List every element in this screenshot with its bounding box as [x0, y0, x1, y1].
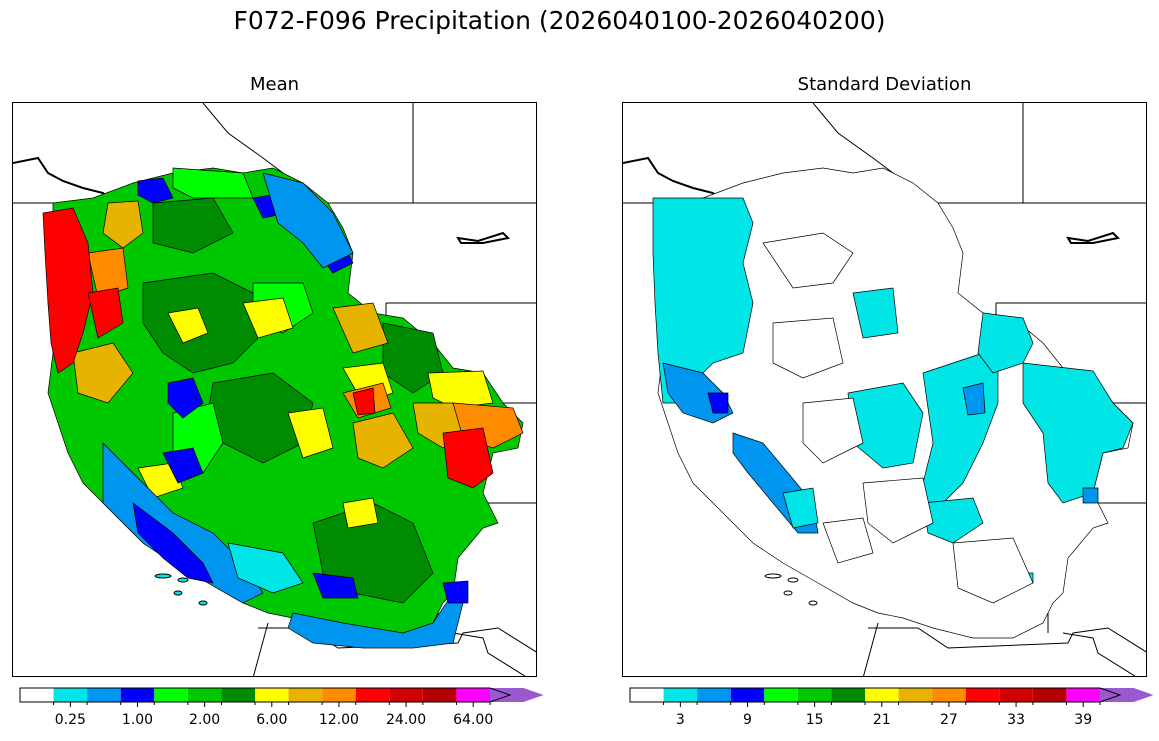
- colorbar-swatch: [87, 688, 121, 702]
- colorbar-swatch: [697, 688, 731, 702]
- colorbar-swatch: [154, 688, 188, 702]
- colorbar-tick-label: 33: [1007, 712, 1025, 728]
- coastline-north: [13, 156, 114, 204]
- colorbar-outline: [19, 687, 512, 703]
- colorbar-tick-label: 9: [743, 712, 752, 728]
- colorbar-tick-label: 0.25: [55, 712, 86, 728]
- colorbar-tick-label: 3: [676, 712, 685, 728]
- colorbar-tick-label: 12.00: [319, 712, 359, 728]
- colorbar-ticks: 0.25 1.00 2.00 6.00 12.00 24.00 64.00: [53, 702, 493, 728]
- channel-islands: [154, 573, 208, 606]
- colorbar-swatch: [663, 688, 698, 702]
- colorbar-swatch: [221, 688, 255, 702]
- colorbar-swatch: [322, 688, 356, 702]
- colorbar-swatch: [797, 688, 832, 702]
- lake-michigan-shape: [1066, 231, 1121, 244]
- colorbar-swatch: [120, 688, 155, 702]
- lake-michigan-shape: [456, 231, 511, 244]
- colorbar-tick-label: 39: [1074, 712, 1092, 728]
- colorbar-tick-label: 21: [873, 712, 891, 728]
- colorbar-swatch: [1066, 688, 1100, 702]
- colorbar-swatch: [999, 688, 1033, 702]
- colorbar-outline: [629, 687, 1122, 703]
- colorbar-swatch: [456, 688, 490, 702]
- colorbar-swatch: [865, 688, 899, 702]
- colorbar-tick-label: 1.00: [122, 712, 153, 728]
- colorbar-swatch: [831, 688, 865, 702]
- colorbar-swatch: [20, 688, 54, 702]
- colorbar-swatch: [355, 688, 390, 702]
- colorbar-swatch: [187, 688, 222, 702]
- colorbar-swatch: [630, 688, 664, 702]
- colorbar-swatch: [422, 688, 457, 702]
- colorbar-tick-label: 6.00: [256, 712, 287, 728]
- colorbar-tick-label: 64.00: [453, 712, 493, 728]
- figure-title: F072-F096 Precipitation (2026040100-2026…: [233, 6, 886, 35]
- channel-islands: [764, 573, 818, 606]
- colorbar-swatch: [1032, 688, 1067, 702]
- colorbar-tick-label: 27: [940, 712, 958, 728]
- colorbar-swatch: [898, 688, 933, 702]
- colorbar-swatch: [730, 688, 765, 702]
- colorbar-mean: 0.25 1.00 2.00 6.00 12.00 24.00 64.00: [19, 687, 544, 728]
- colorbar-stddev: 3 9 15 21 27 33 39: [629, 687, 1154, 728]
- map-mean: [12, 102, 537, 677]
- colorbar-swatch: [255, 688, 289, 702]
- colorbar-swatches: [629, 687, 1154, 703]
- colorbar-swatch: [288, 688, 323, 702]
- colorbar-swatch: [764, 688, 798, 702]
- map-mean-svg: [13, 103, 536, 676]
- colorbar-tick-label: 2.00: [189, 712, 220, 728]
- panel-title-mean: Mean: [249, 74, 300, 95]
- colorbar-mean-svg: 0.25 1.00 2.00 6.00 12.00 24.00 64.00: [19, 687, 544, 728]
- stddev-field: [652, 167, 1134, 639]
- colorbar-swatches: [19, 687, 544, 703]
- colorbar-swatch: [1100, 688, 1154, 702]
- colorbar-swatch: [490, 688, 544, 702]
- mean-field: [42, 167, 524, 649]
- colorbar-swatch: [965, 688, 1000, 702]
- colorbar-stddev-svg: 3 9 15 21 27 33 39: [629, 687, 1154, 728]
- colorbar-swatch: [53, 688, 88, 702]
- map-stddev-svg: [623, 103, 1146, 676]
- map-stddev: [622, 102, 1147, 677]
- colorbar-swatch: [389, 688, 423, 702]
- colorbar-ticks: 3 9 15 21 27 33 39: [663, 702, 1101, 728]
- panel-title-stddev: Standard Deviation: [797, 74, 972, 95]
- colorbar-swatch: [932, 688, 966, 702]
- colorbar-tick-label: 15: [806, 712, 824, 728]
- colorbar-tick-label: 24.00: [386, 712, 426, 728]
- coastline-north: [623, 156, 724, 204]
